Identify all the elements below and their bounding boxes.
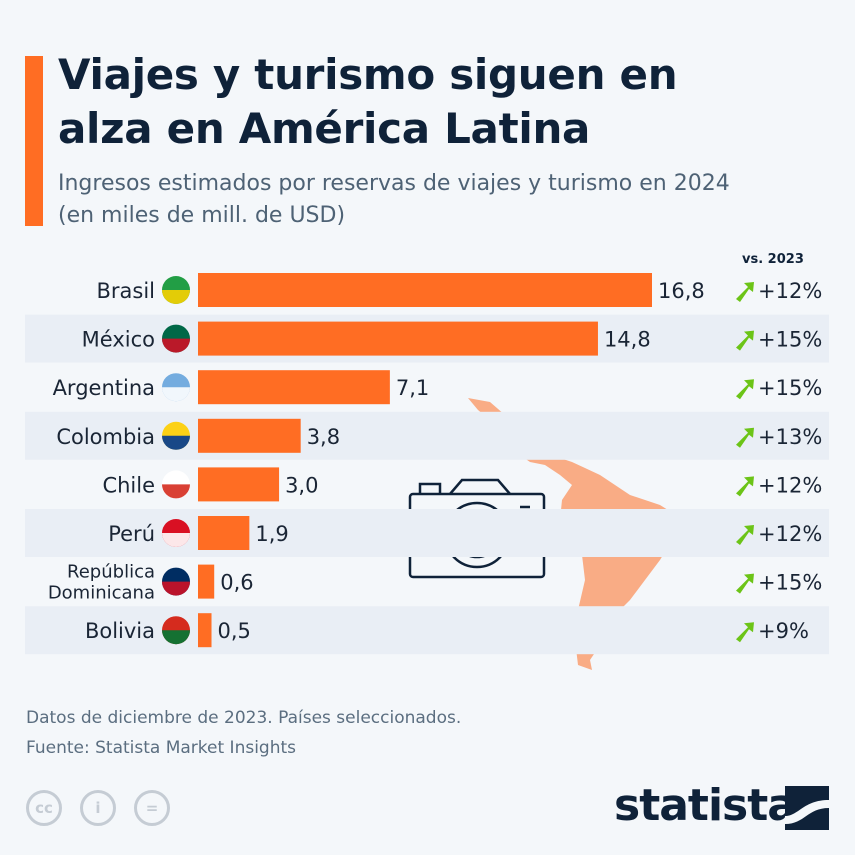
page-title: Viajes y turismo siguen en alza en Améric…: [58, 50, 678, 153]
arrow-up-right-icon: [736, 427, 754, 448]
statista-logo-icon: [785, 786, 829, 830]
footer-note: Datos de diciembre de 2023. Países selec…: [26, 708, 462, 728]
bar: [198, 321, 598, 356]
value-label: 0,5: [218, 619, 251, 643]
row-band: [25, 509, 829, 557]
change-label: +12%: [758, 522, 822, 546]
arrow-up-right-icon: [736, 330, 754, 351]
cc-license-icon[interactable]: cc: [26, 790, 62, 826]
attribution-icon[interactable]: i: [80, 790, 116, 826]
value-label: 3,0: [285, 473, 318, 497]
flag-icon-half: [162, 630, 191, 645]
row-band: [25, 606, 829, 655]
category-label: Chile: [102, 473, 155, 497]
bar: [198, 613, 212, 648]
flag-icon-half: [162, 290, 190, 304]
subtitle: Ingresos estimados por reservas de viaje…: [58, 171, 730, 228]
change-label: +15%: [758, 376, 822, 400]
bar-chart: Brasil 16,8 +12% México 14,8 +15% Argentina 7,1…: [25, 273, 829, 670]
bar: [198, 418, 301, 453]
flag-icon-half: [162, 338, 191, 353]
arrow-up-right-icon: [736, 573, 754, 594]
change-label: +13%: [758, 425, 822, 449]
category-label: Dominicana: [48, 583, 155, 604]
category-label: Colombia: [56, 425, 155, 449]
statista-logo: statista: [614, 780, 797, 831]
category-label: Bolivia: [85, 619, 155, 643]
bar: [198, 516, 250, 550]
bar: [198, 467, 280, 502]
value-label: 1,9: [255, 522, 288, 546]
category-label: Perú: [108, 522, 155, 546]
arrow-up-right-icon: [736, 379, 754, 400]
flag-icon-half: [162, 581, 191, 596]
change-label: +9%: [758, 619, 809, 643]
flag-icon-half: [162, 435, 191, 450]
change-label: +15%: [758, 328, 822, 352]
row-band: [25, 411, 829, 460]
change-header: vs. 2023: [742, 252, 804, 267]
arrow-up-right-icon: [736, 622, 754, 643]
flag-icon-half: [162, 387, 191, 402]
value-label: 0,6: [220, 571, 253, 595]
category-label: México: [82, 328, 155, 352]
footer-source: Fuente: Statista Market Insights: [26, 738, 297, 758]
value-label: 14,8: [604, 328, 651, 352]
value-label: 16,8: [658, 279, 705, 303]
change-label: +15%: [758, 571, 822, 595]
bar: [198, 564, 215, 599]
arrow-up-right-icon: [736, 282, 754, 302]
category-label: República: [67, 562, 155, 583]
arrow-up-right-icon: [736, 525, 754, 545]
value-label: 7,1: [396, 376, 429, 400]
change-label: +12%: [758, 473, 822, 497]
bar: [198, 370, 390, 405]
change-label: +12%: [758, 279, 822, 303]
arrow-up-right-icon: [736, 476, 754, 497]
category-label: Argentina: [53, 376, 155, 400]
category-label: Brasil: [96, 279, 155, 303]
title-accent-bar: [25, 56, 43, 226]
no-derivatives-icon[interactable]: =: [134, 790, 170, 826]
flag-icon-half: [162, 484, 191, 499]
flag-icon-half: [162, 533, 190, 547]
value-label: 3,8: [307, 425, 340, 449]
bar: [198, 273, 652, 307]
